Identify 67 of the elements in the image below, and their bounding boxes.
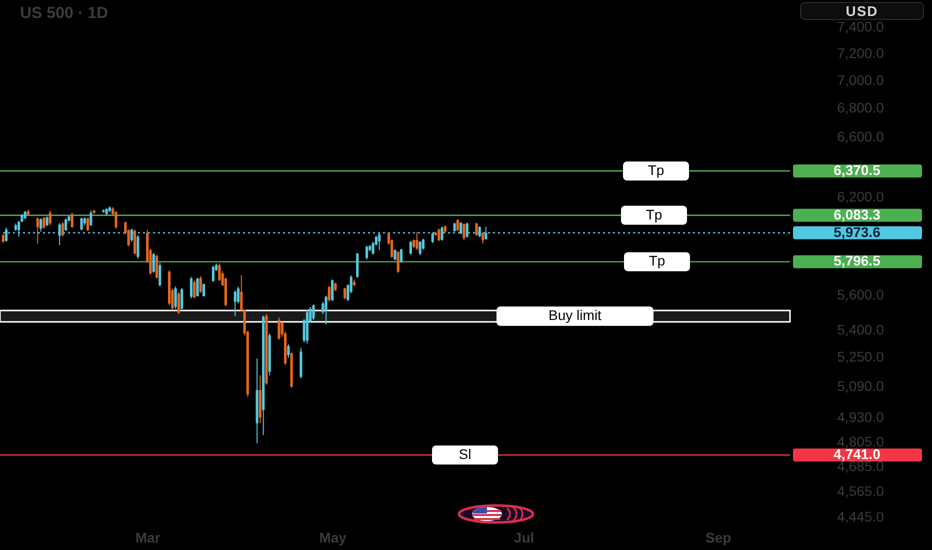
candlestick (396, 250, 400, 274)
candlestick (278, 316, 280, 340)
currency-button: USD (800, 2, 924, 20)
candlestick (287, 344, 290, 358)
text: 5,973.6 (834, 224, 881, 240)
y-tick-label: 5,600.0 (837, 286, 884, 302)
candlestick (46, 216, 48, 227)
y-tick-label: 4,805.0 (837, 434, 884, 450)
y-tick-label: 4,445.0 (837, 508, 884, 524)
candlestick (180, 288, 184, 310)
candlestick (394, 248, 396, 261)
candlestick (36, 216, 39, 244)
candlestick (61, 222, 64, 238)
candlestick (344, 287, 346, 300)
candlestick (400, 248, 403, 264)
candlestick (409, 240, 412, 256)
y-axis-title: USD (846, 3, 878, 19)
candlestick (475, 222, 478, 236)
band-label: Buy limit (548, 307, 602, 324)
candlestick (438, 228, 440, 242)
candlestick (481, 232, 484, 244)
y-tick-label: 5,250.0 (837, 348, 884, 364)
candlestick (462, 222, 466, 241)
candlestick (64, 218, 68, 232)
ref-line-label: Sl (458, 446, 472, 462)
candlestick (90, 210, 92, 226)
candlestick (416, 231, 418, 251)
candlestick (418, 240, 422, 256)
y-tick-label: 6,600.0 (837, 128, 884, 144)
candlestick (356, 252, 359, 278)
candlestick (42, 216, 46, 230)
candlestick (365, 245, 368, 260)
chart-title: US 500 · 1D (20, 5, 108, 22)
candlestick (328, 286, 330, 302)
y-tick-label: 5,400.0 (837, 321, 884, 338)
ref-line-label: Tp (648, 252, 666, 269)
y-tick-label: 4,930.0 (837, 408, 884, 425)
y-tick-label: 7,200.0 (837, 44, 884, 61)
y-tick-label: 5,090.0 (837, 378, 884, 394)
text: 6,370.5 (834, 162, 881, 178)
candlestick (456, 218, 459, 232)
candlestick (114, 210, 118, 230)
text: 6,083.3 (834, 206, 881, 222)
candlestick (312, 304, 315, 321)
candlestick (331, 279, 334, 302)
candlestick (202, 282, 206, 298)
candlestick (80, 217, 83, 231)
y-tick-label: 6,800.0 (837, 100, 884, 116)
y-tick-label: 4,565.0 (837, 482, 884, 499)
x-tick-label: Mar (135, 530, 161, 546)
y-tick-label: 6,200.0 (837, 188, 884, 205)
ref-line-label: Tp (648, 162, 664, 178)
candlestick (234, 290, 236, 317)
y-tick-label: 7,000.0 (837, 72, 884, 88)
candlestick (324, 295, 328, 326)
candlestick (134, 228, 136, 256)
x-tick-label: Jul (514, 530, 534, 546)
candlestick (70, 212, 74, 228)
y-tick-label: 7,400.0 (837, 18, 884, 34)
candlestick (39, 218, 42, 232)
x-tick-label: Sep (706, 530, 732, 546)
candlestick (86, 216, 90, 232)
text: 5,796.5 (834, 252, 881, 269)
x-tick-label: May (319, 530, 347, 546)
candlestick (193, 280, 196, 299)
ref-line-label: Tp (646, 206, 662, 222)
candlestick (48, 210, 52, 226)
